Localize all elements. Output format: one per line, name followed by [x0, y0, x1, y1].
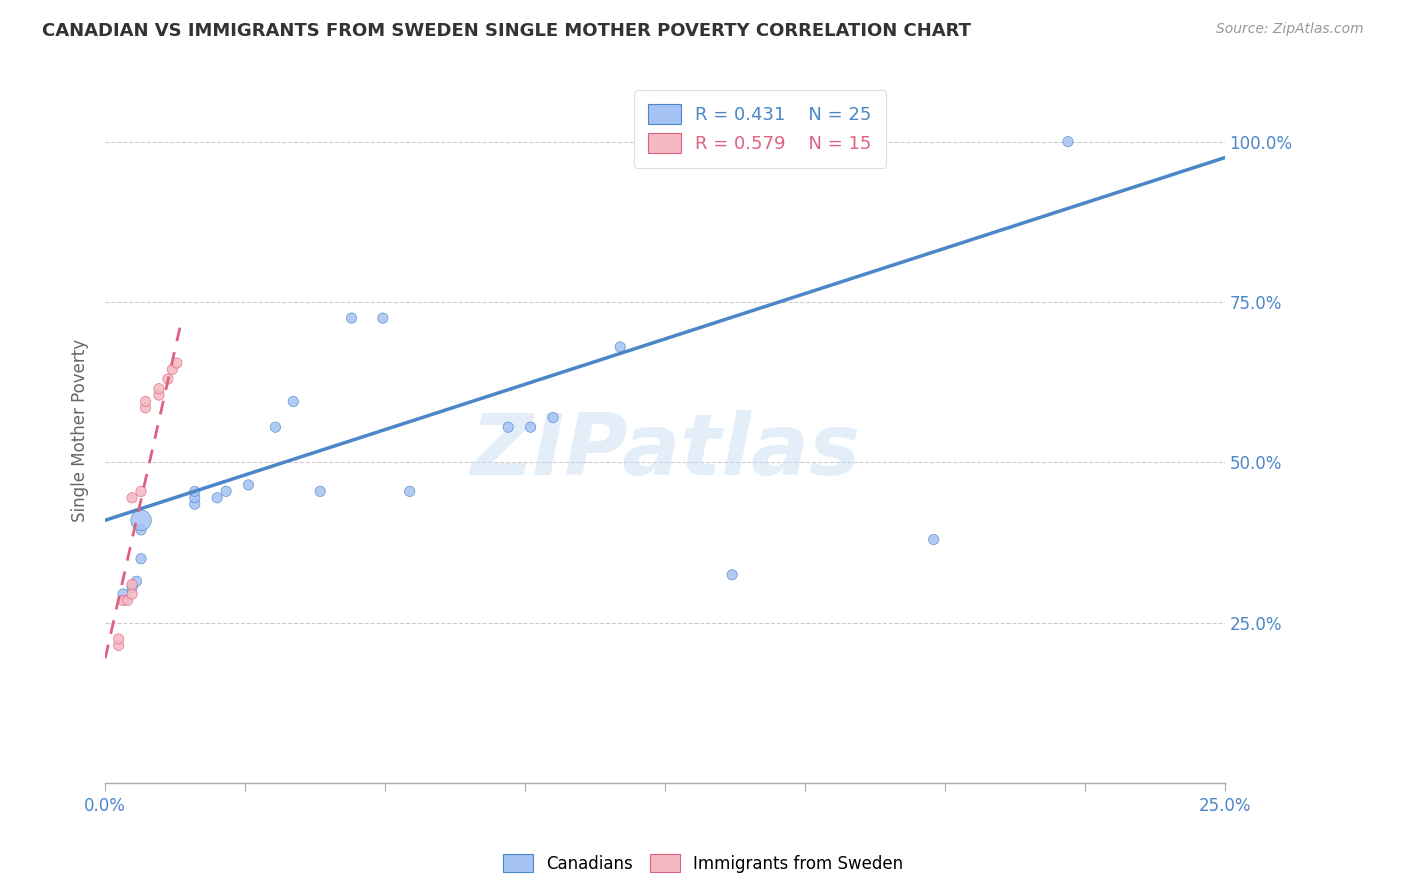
- Point: [134, 401, 156, 415]
- Point: [371, 311, 394, 326]
- Point: [609, 340, 631, 354]
- Point: [398, 484, 420, 499]
- Text: Source: ZipAtlas.com: Source: ZipAtlas.com: [1216, 22, 1364, 37]
- Point: [112, 587, 135, 601]
- Point: [238, 478, 260, 492]
- Y-axis label: Single Mother Poverty: Single Mother Poverty: [72, 339, 89, 522]
- Point: [283, 394, 305, 409]
- Point: [922, 533, 945, 547]
- Point: [519, 420, 541, 434]
- Point: [541, 410, 564, 425]
- Point: [496, 420, 519, 434]
- Point: [184, 484, 207, 499]
- Point: [121, 581, 143, 595]
- Point: [309, 484, 332, 499]
- Point: [340, 311, 363, 326]
- Point: [121, 577, 143, 591]
- Point: [205, 491, 228, 505]
- Legend: R = 0.431    N = 25, R = 0.579    N = 15: R = 0.431 N = 25, R = 0.579 N = 15: [634, 90, 886, 168]
- Point: [166, 356, 188, 370]
- Point: [107, 639, 129, 653]
- Text: ZIPatlas: ZIPatlas: [470, 410, 860, 493]
- Point: [148, 388, 170, 402]
- Point: [148, 382, 170, 396]
- Legend: Canadians, Immigrants from Sweden: Canadians, Immigrants from Sweden: [496, 847, 910, 880]
- Point: [121, 491, 143, 505]
- Point: [112, 593, 135, 607]
- Point: [125, 574, 148, 589]
- Point: [215, 484, 238, 499]
- Point: [107, 632, 129, 646]
- Point: [129, 523, 152, 537]
- Point: [129, 513, 152, 527]
- Point: [184, 497, 207, 511]
- Point: [1057, 135, 1080, 149]
- Text: CANADIAN VS IMMIGRANTS FROM SWEDEN SINGLE MOTHER POVERTY CORRELATION CHART: CANADIAN VS IMMIGRANTS FROM SWEDEN SINGL…: [42, 22, 972, 40]
- Point: [264, 420, 287, 434]
- Point: [129, 551, 152, 566]
- Point: [721, 567, 744, 582]
- Point: [162, 362, 184, 376]
- Point: [184, 491, 207, 505]
- Point: [156, 372, 179, 386]
- Point: [129, 484, 152, 499]
- Point: [117, 593, 139, 607]
- Point: [134, 394, 156, 409]
- Point: [121, 587, 143, 601]
